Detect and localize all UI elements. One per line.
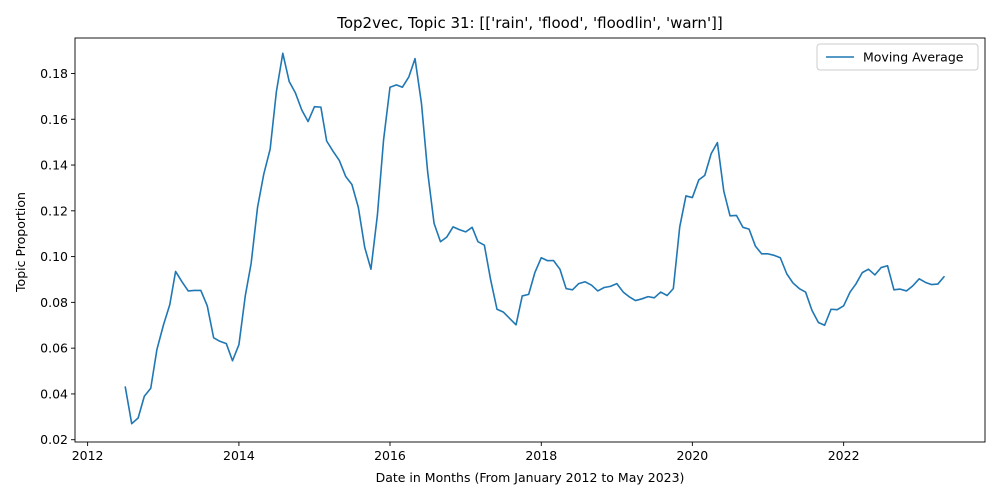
x-axis-label: Date in Months (From January 2012 to May… — [376, 470, 685, 485]
x-tick-label: 2016 — [374, 448, 406, 463]
plot-area — [74, 37, 986, 443]
y-tick-label: 0.10 — [40, 249, 68, 264]
y-axis: 0.02 0.04 0.06 0.08 0.10 0.12 0.14 0.16 0.18 — [40, 66, 75, 447]
y-tick-label: 0.02 — [40, 432, 68, 447]
legend-label: Moving Average — [863, 50, 964, 65]
x-tick-label: 2012 — [72, 448, 104, 463]
x-tick-label: 2022 — [828, 448, 860, 463]
legend: Moving Average — [816, 43, 979, 71]
y-tick-label: 0.08 — [40, 295, 68, 310]
plot-frame — [74, 37, 986, 443]
y-tick-label: 0.04 — [40, 386, 68, 401]
y-tick-label: 0.12 — [40, 203, 68, 218]
x-tick-label: 2020 — [676, 448, 708, 463]
chart-title: Top2vec, Topic 31: [['rain', 'flood', 'f… — [336, 14, 723, 32]
y-tick-label: 0.06 — [40, 341, 68, 356]
x-tick-label: 2014 — [223, 448, 255, 463]
y-tick-label: 0.18 — [40, 66, 68, 81]
x-axis: 2012 2014 2016 2018 2020 2022 — [72, 442, 860, 463]
legend-frame — [816, 43, 979, 71]
x-tick-label: 2018 — [525, 448, 557, 463]
y-tick-label: 0.14 — [40, 158, 68, 173]
y-axis-label: Topic Proportion — [13, 192, 28, 293]
series-line-0 — [124, 52, 945, 425]
y-tick-label: 0.16 — [40, 112, 68, 127]
